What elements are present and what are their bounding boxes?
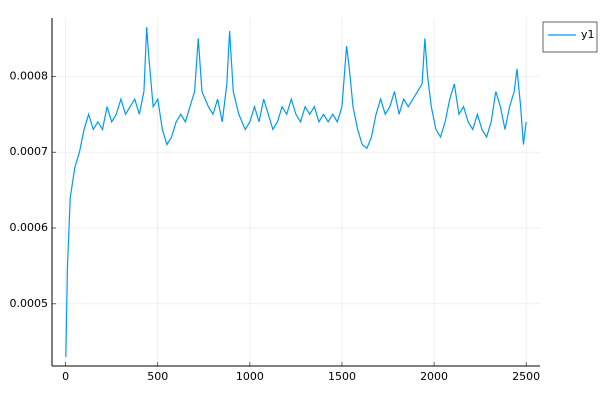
y-tick-label: 0.0006 [10, 221, 49, 234]
x-tick-label: 2000 [420, 370, 448, 383]
legend-box [542, 21, 598, 53]
x-tick-label: 500 [147, 370, 168, 383]
x-tick-label: 0 [62, 370, 69, 383]
x-tick-label: 1500 [328, 370, 356, 383]
y-tick-label: 0.0005 [10, 297, 49, 310]
y-tick-label: 0.0007 [10, 145, 49, 158]
x-tick-label: 1000 [236, 370, 264, 383]
legend-label: y1 [581, 28, 595, 41]
line-series [65, 27, 527, 357]
x-tick-label: 2500 [512, 370, 540, 383]
y-tick-label: 0.0008 [10, 69, 49, 82]
